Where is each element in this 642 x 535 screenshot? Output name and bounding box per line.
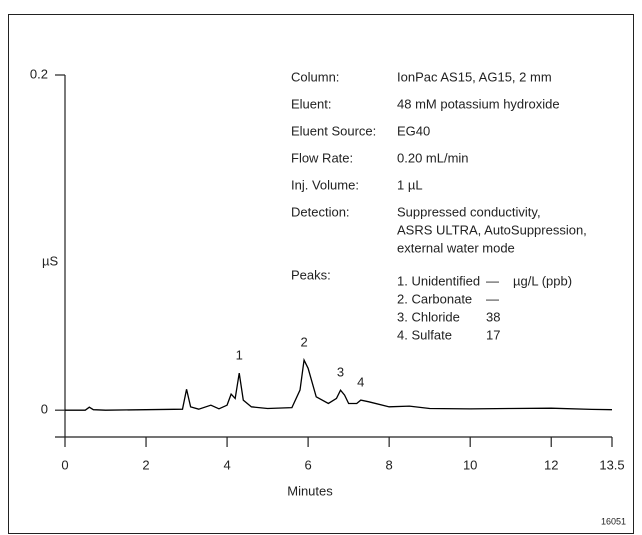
x-axis-label: Minutes xyxy=(287,483,333,498)
condition-label: Column: xyxy=(291,69,339,84)
condition-label: Flow Rate: xyxy=(291,150,353,165)
condition-value: EG40 xyxy=(397,123,430,138)
peak-cell: 3. Chloride xyxy=(397,309,460,324)
x-tick-label: 2 xyxy=(142,457,149,472)
peak-cell: µg/L (ppb) xyxy=(513,273,572,288)
peak-label: 1 xyxy=(236,348,243,363)
condition-label: Eluent Source: xyxy=(291,123,376,138)
condition-value: external water mode xyxy=(397,240,515,255)
y-tick-label: 0.2 xyxy=(30,66,48,81)
peak-cell: 38 xyxy=(486,309,500,324)
condition-value: 48 mM potassium hydroxide xyxy=(397,96,560,111)
y-tick-label: 0 xyxy=(41,402,48,417)
x-tick-label: 12 xyxy=(544,457,558,472)
peak-label: 4 xyxy=(357,375,364,390)
x-tick-label: 4 xyxy=(223,457,230,472)
condition-value: 0.20 mL/min xyxy=(397,150,469,165)
y-axis-label: µS xyxy=(42,253,58,268)
trace xyxy=(65,357,613,411)
frame xyxy=(8,14,634,534)
peak-label: 3 xyxy=(337,365,344,380)
condition-label: Detection: xyxy=(291,204,350,219)
peak-cell: — xyxy=(486,273,499,288)
peak-cell: 1. Unidentified xyxy=(397,273,480,288)
condition-value: ASRS ULTRA, AutoSuppression, xyxy=(397,222,587,237)
peak-label: 2 xyxy=(300,335,307,350)
condition-label: Inj. Volume: xyxy=(291,177,359,192)
condition-value: 1 µL xyxy=(397,177,423,192)
x-tick-label: 0 xyxy=(61,457,68,472)
x-tick-label: 8 xyxy=(386,457,393,472)
peaks-label: Peaks: xyxy=(291,267,331,282)
condition-value: IonPac AS15, AG15, 2 mm xyxy=(397,69,552,84)
condition-label: Eluent: xyxy=(291,96,331,111)
x-tick-label: 6 xyxy=(304,457,311,472)
peak-cell: 2. Carbonate xyxy=(397,291,472,306)
peak-cell: — xyxy=(486,291,499,306)
peak-cell: 4. Sulfate xyxy=(397,327,452,342)
peak-cell: 17 xyxy=(486,327,500,342)
condition-value: Suppressed conductivity, xyxy=(397,204,541,219)
x-tick-label: 10 xyxy=(463,457,477,472)
x-tick-label: 13.5 xyxy=(599,457,624,472)
figure-id: 16051 xyxy=(601,516,626,526)
